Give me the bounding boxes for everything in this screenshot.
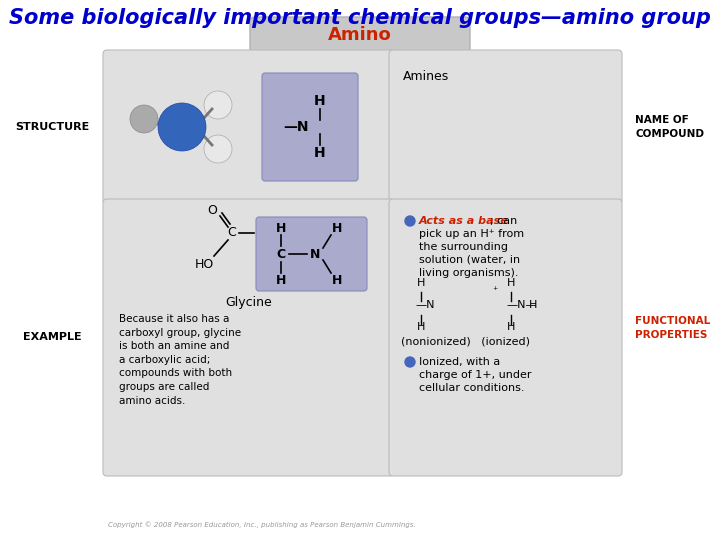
- Text: —N: —N: [415, 300, 434, 310]
- Text: H: H: [276, 273, 286, 287]
- Text: Ionized, with a: Ionized, with a: [419, 357, 500, 367]
- Text: Amino: Amino: [328, 26, 392, 44]
- Text: Acts as a base: Acts as a base: [419, 216, 509, 226]
- Text: N: N: [310, 247, 320, 260]
- Circle shape: [405, 357, 415, 367]
- Text: H: H: [507, 322, 516, 332]
- Text: H: H: [332, 221, 342, 234]
- Circle shape: [158, 103, 206, 151]
- Text: charge of 1+, under: charge of 1+, under: [419, 370, 531, 380]
- Text: O: O: [207, 204, 217, 217]
- Text: C: C: [276, 247, 286, 260]
- Text: H: H: [314, 146, 326, 160]
- Text: H: H: [417, 322, 426, 332]
- Text: H: H: [417, 278, 426, 288]
- Circle shape: [204, 135, 232, 163]
- Text: Because it also has a
carboxyl group, glycine
is both an amine and
a carboxylic : Because it also has a carboxyl group, gl…: [119, 314, 241, 406]
- Text: ; can: ; can: [490, 216, 517, 226]
- Text: H: H: [528, 300, 537, 310]
- Text: cellular conditions.: cellular conditions.: [419, 383, 524, 393]
- FancyBboxPatch shape: [389, 50, 622, 204]
- Text: —N—: —N—: [506, 300, 536, 310]
- Text: NAME OF
COMPOUND: NAME OF COMPOUND: [635, 115, 704, 139]
- Text: EXAMPLE: EXAMPLE: [23, 333, 81, 342]
- FancyBboxPatch shape: [103, 199, 394, 476]
- Text: pick up an H⁺ from: pick up an H⁺ from: [419, 229, 524, 239]
- Text: (nonionized)   (ionized): (nonionized) (ionized): [401, 337, 530, 347]
- Circle shape: [405, 216, 415, 226]
- Text: FUNCTIONAL
PROPERTIES: FUNCTIONAL PROPERTIES: [635, 315, 710, 340]
- Text: Copyright © 2008 Pearson Education, Inc., publishing as Pearson Benjamin Cumming: Copyright © 2008 Pearson Education, Inc.…: [108, 521, 415, 528]
- Text: H: H: [507, 278, 516, 288]
- Text: Some biologically important chemical groups—amino group: Some biologically important chemical gro…: [9, 8, 711, 28]
- Text: STRUCTURE: STRUCTURE: [15, 122, 89, 132]
- Text: Amines: Amines: [403, 70, 449, 83]
- FancyBboxPatch shape: [262, 73, 358, 181]
- Text: Glycine: Glycine: [225, 296, 272, 309]
- Text: H: H: [332, 273, 342, 287]
- Text: the surrounding: the surrounding: [419, 242, 508, 252]
- Text: ⁺: ⁺: [492, 286, 498, 296]
- Text: —N: —N: [283, 120, 309, 134]
- FancyBboxPatch shape: [256, 217, 367, 291]
- Text: solution (water, in: solution (water, in: [419, 255, 520, 265]
- Circle shape: [130, 105, 158, 133]
- Text: living organisms).: living organisms).: [419, 268, 518, 278]
- FancyBboxPatch shape: [389, 199, 622, 476]
- FancyBboxPatch shape: [250, 17, 470, 53]
- Text: H: H: [276, 221, 286, 234]
- FancyBboxPatch shape: [103, 50, 394, 204]
- Text: H: H: [314, 94, 326, 108]
- Text: C: C: [228, 226, 236, 240]
- Circle shape: [204, 91, 232, 119]
- Text: HO: HO: [194, 258, 214, 271]
